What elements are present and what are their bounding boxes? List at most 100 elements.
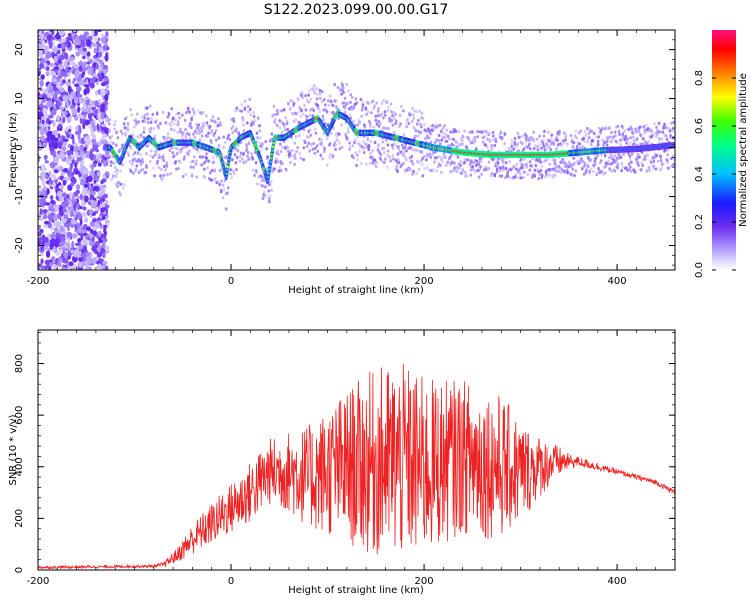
spectrum-halo-point (276, 111, 280, 116)
spectrum-halo-point (162, 173, 166, 177)
spectrum-halo-point (154, 153, 158, 157)
spectrum-halo-point (411, 162, 415, 166)
spectrum-halo-point (191, 115, 194, 119)
noise-point (71, 91, 77, 96)
spectrum-halo-point (472, 161, 476, 165)
spectrum-halo-point (636, 160, 639, 165)
noise-point (58, 142, 62, 150)
noise-point (39, 79, 44, 87)
spectrum-halo-point (145, 152, 148, 156)
spectrum-halo-point (204, 159, 208, 163)
spectrum-halo-point (342, 101, 346, 105)
spectrum-halo-point (374, 118, 378, 122)
spectrum-halo-point (551, 176, 555, 180)
noise-point (70, 218, 76, 225)
spectrum-halo-point (595, 172, 599, 176)
spectrum-halo-point (377, 143, 381, 147)
spectrum-halo-point (341, 145, 344, 149)
spectrum-halo-point (525, 162, 529, 166)
spectrum-halo-point (519, 157, 523, 161)
noise-point (50, 173, 57, 182)
noise-point (67, 169, 73, 177)
spectrum-halo-point (344, 132, 347, 136)
spectrum-halo-point (378, 122, 382, 127)
noise-point (47, 100, 52, 108)
spectrum-halo-point (343, 96, 347, 100)
spectrum-halo-point (461, 135, 465, 139)
noise-point (78, 173, 82, 178)
spectrum-halo-point (342, 90, 345, 94)
spectrum-halo-point (174, 161, 177, 165)
spectrum-halo-point (628, 157, 632, 161)
spectrum-halo-point (486, 166, 490, 171)
spectrum-halo-point (175, 147, 179, 151)
spectrum-halo-point (535, 137, 539, 141)
noise-point (56, 81, 61, 89)
spectrum-halo-point (308, 149, 312, 153)
spectrum-halo-point (137, 120, 141, 124)
noise-point (46, 33, 53, 41)
spectrum-halo-point (310, 142, 313, 146)
spectrum-halo-point (538, 158, 542, 162)
spectrum-halo-point (472, 167, 475, 172)
spectrum-halo-point (161, 110, 165, 114)
spectrum-halo-point (142, 126, 146, 130)
spectrum-halo-point (620, 169, 623, 173)
noise-point (102, 260, 108, 265)
noise-point (80, 144, 85, 151)
spectrum-halo-point (170, 107, 173, 111)
noise-point (57, 248, 64, 255)
spectrum-halo-point (277, 152, 280, 157)
spectrum-halo-point (126, 126, 130, 130)
spectrum-halo-point (274, 117, 277, 121)
spectrum-halo-point (217, 117, 220, 121)
spectrum-halo-point (573, 173, 576, 178)
spectrum-halo-point (240, 109, 243, 113)
spectrum-halo-point (523, 170, 527, 174)
spectrum-halo-point (498, 174, 502, 178)
spectrum-halo-point (517, 149, 521, 153)
spectrum-halo-point (176, 130, 180, 135)
spectrum-halo-point (202, 124, 206, 128)
spectrum-halo-point (363, 123, 366, 127)
noise-point (76, 184, 81, 190)
spectrum-halo-point (305, 115, 309, 119)
spectrum-halo-point (313, 91, 316, 95)
spectrum-halo-point (245, 143, 249, 148)
spectrum-halo-point (358, 149, 361, 153)
noise-point (70, 249, 74, 254)
spectrum-halo-point (490, 172, 494, 176)
spectrum-halo-point (641, 137, 645, 141)
noise-point (74, 83, 80, 87)
spectrum-halo-point (146, 106, 149, 110)
spectrum-halo-point (291, 99, 295, 103)
noise-point (92, 144, 98, 151)
spectrum-halo-point (356, 123, 360, 127)
spectrum-halo-point (121, 132, 124, 136)
spectrum-halo-point (268, 194, 272, 198)
spectrum-halo-point (515, 145, 518, 149)
spectrum-halo-point (179, 130, 183, 134)
spectrum-halo-point (298, 134, 301, 138)
spectrum-halo-point (593, 163, 597, 167)
noise-point (98, 59, 104, 65)
spectrum-halo-point (191, 107, 195, 111)
noise-point (94, 90, 99, 96)
spectrum-halo-point (345, 82, 349, 87)
noise-point (93, 160, 98, 164)
spectrum-halo-point (230, 158, 234, 162)
noise-point (62, 79, 66, 84)
spectrum-halo-point (314, 146, 317, 150)
spectrum-halo-point (202, 161, 206, 165)
spectrum-halo-point (331, 154, 335, 158)
spectrum-halo-point (432, 150, 435, 154)
spectrum-halo-point (636, 152, 640, 156)
spectrum-halo-point (145, 163, 148, 168)
spectrum-halo-point (212, 156, 215, 160)
spectrum-halo-point (583, 139, 586, 143)
spectrum-halo-point (539, 168, 543, 172)
noise-point (65, 81, 71, 87)
spectrum-halo-point (166, 173, 170, 177)
spectrum-halo-point (560, 168, 564, 172)
